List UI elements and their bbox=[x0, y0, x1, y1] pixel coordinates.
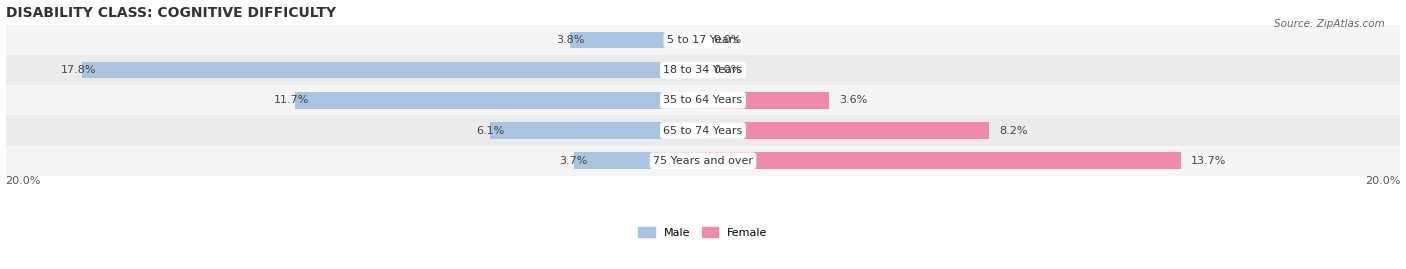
Text: 13.7%: 13.7% bbox=[1191, 156, 1226, 166]
Text: 3.8%: 3.8% bbox=[555, 35, 585, 45]
Text: 17.8%: 17.8% bbox=[60, 65, 96, 75]
Text: 3.7%: 3.7% bbox=[560, 156, 588, 166]
Bar bbox=[703, 92, 828, 109]
Bar bbox=[295, 92, 703, 109]
Text: 0.0%: 0.0% bbox=[713, 35, 742, 45]
Bar bbox=[571, 32, 703, 48]
Bar bbox=[6, 115, 1400, 146]
Legend: Male, Female: Male, Female bbox=[638, 227, 768, 238]
Text: 20.0%: 20.0% bbox=[1365, 176, 1400, 186]
Text: 20.0%: 20.0% bbox=[6, 176, 41, 186]
Text: 35 to 64 Years: 35 to 64 Years bbox=[664, 95, 742, 105]
Text: 18 to 34 Years: 18 to 34 Years bbox=[664, 65, 742, 75]
Bar bbox=[703, 122, 988, 139]
Bar bbox=[6, 55, 1400, 85]
Text: 8.2%: 8.2% bbox=[1000, 126, 1028, 136]
Text: 65 to 74 Years: 65 to 74 Years bbox=[664, 126, 742, 136]
Bar bbox=[6, 146, 1400, 176]
Text: 5 to 17 Years: 5 to 17 Years bbox=[666, 35, 740, 45]
Bar bbox=[83, 62, 703, 79]
Bar bbox=[6, 25, 1400, 55]
Bar bbox=[703, 153, 1181, 169]
Text: 11.7%: 11.7% bbox=[274, 95, 309, 105]
Bar bbox=[6, 85, 1400, 115]
Text: 3.6%: 3.6% bbox=[839, 95, 868, 105]
Text: 0.0%: 0.0% bbox=[713, 65, 742, 75]
Text: DISABILITY CLASS: COGNITIVE DIFFICULTY: DISABILITY CLASS: COGNITIVE DIFFICULTY bbox=[6, 6, 336, 20]
Bar bbox=[491, 122, 703, 139]
Bar bbox=[574, 153, 703, 169]
Text: 75 Years and over: 75 Years and over bbox=[652, 156, 754, 166]
Text: Source: ZipAtlas.com: Source: ZipAtlas.com bbox=[1274, 19, 1385, 29]
Text: 6.1%: 6.1% bbox=[477, 126, 505, 136]
